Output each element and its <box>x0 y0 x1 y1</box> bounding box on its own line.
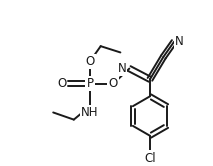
Text: Cl: Cl <box>144 152 156 165</box>
Text: N: N <box>118 62 127 75</box>
Text: N: N <box>175 35 184 48</box>
Text: O: O <box>85 55 95 68</box>
Text: P: P <box>86 77 94 90</box>
Text: O: O <box>109 77 118 90</box>
Text: O: O <box>57 77 67 90</box>
Text: NH: NH <box>81 106 99 119</box>
